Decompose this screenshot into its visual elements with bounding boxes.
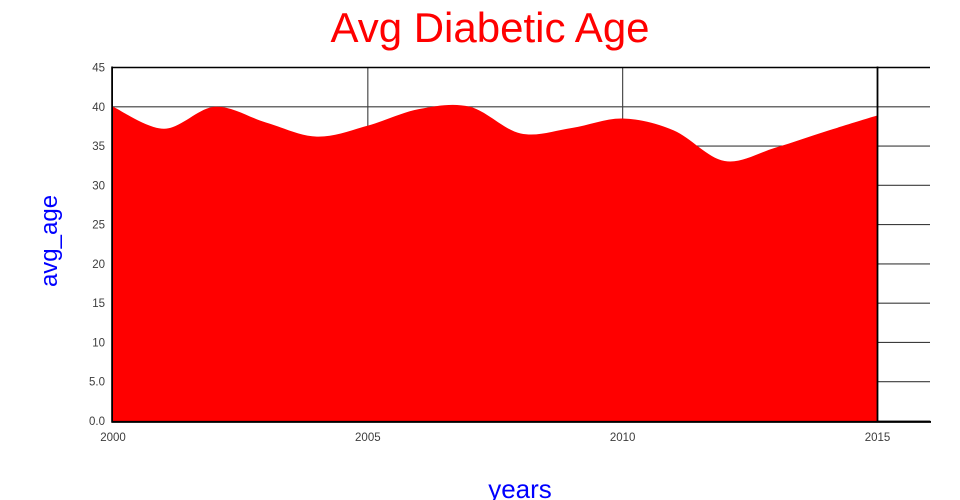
y-axis-label: avg_age: [36, 194, 63, 288]
y-tick-label: 40: [92, 102, 105, 114]
y-tick-label: 0.0: [89, 416, 105, 428]
x-tick-label: 2015: [865, 432, 891, 444]
area-series: [113, 104, 878, 421]
y-tick-label: 45: [92, 63, 105, 75]
x-axis-label: years: [488, 474, 552, 500]
y-tick-label: 10: [92, 337, 105, 349]
y-tick-label: 35: [92, 141, 105, 153]
x-tick-label: 2010: [610, 432, 636, 444]
y-tick-label: 30: [92, 180, 105, 192]
y-tick-label: 25: [92, 220, 105, 232]
y-tick-label: 5.0: [89, 377, 105, 389]
x-tick-label: 2000: [100, 432, 126, 444]
x-tick-label: 2005: [355, 432, 381, 444]
y-tick-label: 20: [92, 259, 105, 271]
chart-title: Avg Diabetic Age: [330, 4, 650, 51]
y-tick-label: 15: [92, 298, 105, 310]
